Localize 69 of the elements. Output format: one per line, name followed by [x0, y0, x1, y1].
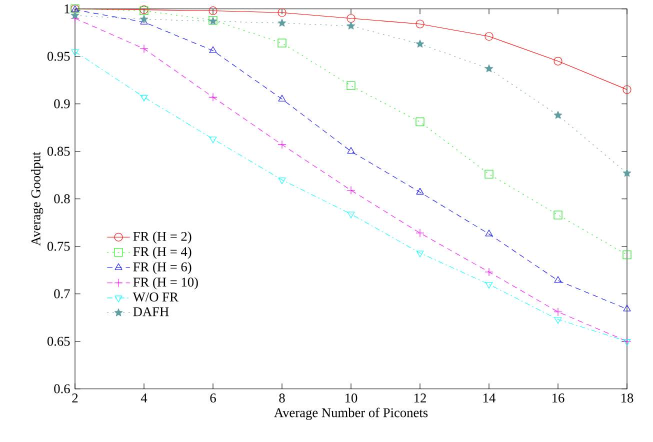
- point: [209, 46, 217, 53]
- y-tick-label: 0.6: [54, 384, 70, 394]
- x-tick-label: 16: [552, 394, 564, 403]
- point: [554, 111, 562, 119]
- y-tick-label: 1: [64, 4, 70, 14]
- point: [622, 85, 632, 94]
- point: [278, 18, 286, 27]
- point: [346, 14, 356, 23]
- point: [347, 212, 355, 218]
- point: [554, 210, 562, 220]
- point: [554, 276, 562, 283]
- y-tick-label: 0.95: [47, 52, 70, 61]
- y-tick-label: 0.75: [47, 242, 70, 251]
- point: [140, 15, 148, 23]
- legend-label: FR (H = 4): [133, 246, 192, 259]
- y-tick-label: 0.65: [47, 336, 70, 346]
- x-tick-label: 6: [210, 394, 216, 403]
- point: [485, 282, 493, 289]
- legend-label: FR (H = 6): [133, 262, 192, 274]
- legend-label: W/O FR: [132, 292, 178, 302]
- point: [71, 49, 79, 56]
- point: [140, 44, 148, 54]
- point: [416, 40, 424, 48]
- point: [484, 32, 494, 41]
- legend-label: FR (H = 2): [133, 232, 192, 244]
- point: [416, 188, 424, 195]
- point: [484, 170, 494, 178]
- point: [208, 92, 218, 102]
- point: [346, 82, 356, 90]
- legend-label: FR (H = 10): [133, 277, 198, 290]
- point: [623, 304, 631, 312]
- point: [622, 250, 632, 260]
- point: [484, 268, 494, 276]
- y-axis-title: Average Goodput: [31, 152, 44, 246]
- point: [140, 94, 148, 102]
- point: [554, 308, 562, 316]
- point: [278, 178, 286, 184]
- point: [278, 38, 286, 48]
- x-tick-label: 8: [279, 394, 285, 403]
- point: [278, 94, 286, 102]
- point: [484, 64, 494, 72]
- point: [416, 118, 424, 126]
- point: [278, 140, 286, 150]
- point: [70, 11, 80, 20]
- y-tick-label: 0.8: [54, 194, 70, 204]
- point: [416, 20, 424, 28]
- y-tick-label: 0.7: [54, 289, 70, 298]
- point: [554, 317, 562, 324]
- x-tick-label: 18: [622, 394, 634, 403]
- y-tick-label: 0.85: [47, 146, 70, 156]
- y-tick-label: 0.9: [54, 99, 70, 108]
- point: [278, 8, 286, 17]
- point: [208, 6, 218, 16]
- point: [346, 22, 356, 30]
- legend-label: DAFH: [133, 307, 169, 316]
- x-tick-label: 10: [346, 394, 358, 403]
- x-tick-label: 2: [72, 394, 78, 402]
- x-tick-label: 14: [484, 394, 496, 402]
- point: [347, 147, 355, 154]
- x-axis-title: Average Number of Piconets: [274, 408, 428, 420]
- point: [622, 168, 632, 177]
- point: [416, 228, 424, 238]
- x-tick-label: 4: [140, 394, 148, 402]
- point: [485, 230, 493, 236]
- point: [209, 136, 217, 144]
- x-tick-label: 12: [414, 394, 426, 402]
- point: [554, 56, 562, 66]
- point: [416, 250, 424, 258]
- point: [346, 186, 356, 195]
